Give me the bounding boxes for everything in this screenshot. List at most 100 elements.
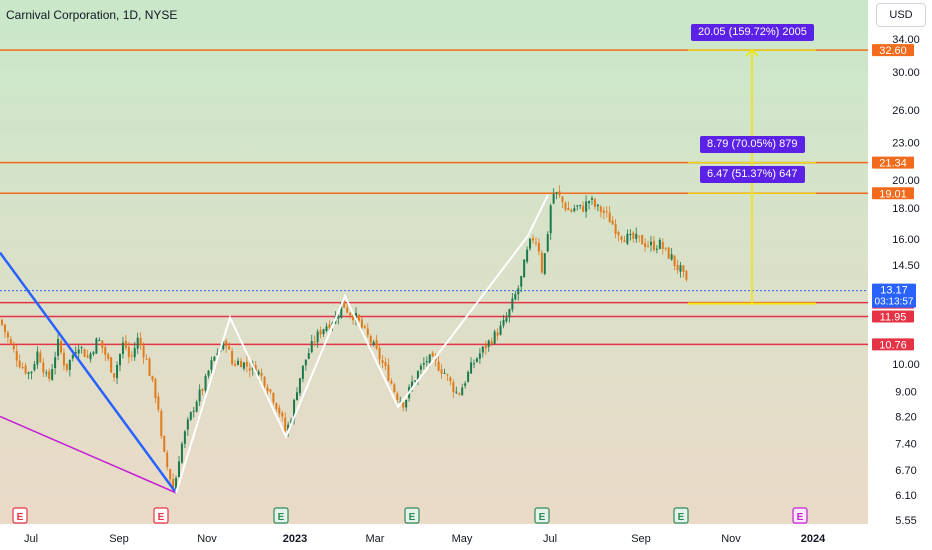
- candle-body: [381, 360, 384, 363]
- candle-body: [602, 210, 605, 214]
- candle-body: [148, 358, 151, 377]
- level-price-badge-text: 21.34: [879, 158, 907, 170]
- y-tick-label: 18.00: [892, 203, 920, 215]
- candle-body: [679, 265, 682, 272]
- candle-body: [573, 208, 576, 212]
- earnings-marker[interactable]: [534, 507, 550, 524]
- candle-body: [319, 330, 322, 335]
- candle-body: [83, 349, 86, 357]
- earnings-marker[interactable]: [273, 507, 289, 524]
- earnings-marker[interactable]: [153, 507, 169, 524]
- earnings-marker-letter: E: [539, 512, 546, 523]
- candle-body: [107, 354, 110, 359]
- candle-body: [555, 192, 558, 194]
- candle-body: [467, 371, 470, 382]
- candle-body: [632, 232, 635, 239]
- chart-title: Carnival Corporation, 1D, NYSE: [6, 8, 178, 22]
- candle-body: [357, 314, 360, 321]
- candle-body: [278, 407, 281, 414]
- candle-body: [160, 410, 163, 437]
- candle-body: [210, 360, 213, 370]
- measure-label-3[interactable]: 6.47 (51.37%) 647: [700, 166, 805, 183]
- y-tick-label: 6.10: [895, 490, 916, 502]
- candle-body: [461, 387, 464, 396]
- y-tick-label: 30.00: [892, 67, 920, 79]
- candle-body: [225, 340, 228, 347]
- candle-body: [57, 338, 60, 356]
- candle-body: [304, 359, 307, 366]
- candle-body: [86, 355, 89, 358]
- candle-body: [269, 389, 272, 392]
- candle-body: [104, 347, 107, 355]
- candle-body: [166, 452, 169, 468]
- candle-body: [608, 212, 611, 223]
- candle-body: [257, 371, 260, 375]
- candle-body: [502, 320, 505, 326]
- measure-label-2[interactable]: 8.79 (70.05%) 879: [700, 136, 805, 153]
- candle-body: [145, 358, 148, 360]
- candle-body: [614, 224, 617, 234]
- candle-body: [599, 206, 602, 212]
- blue-trendline[interactable]: [0, 251, 178, 494]
- candle-body: [180, 443, 183, 463]
- y-tick-label: 14.50: [892, 260, 920, 272]
- candle-body: [216, 353, 219, 355]
- earnings-marker-letter: E: [158, 512, 165, 523]
- candle-body: [272, 392, 275, 403]
- magenta-trendline[interactable]: [0, 415, 177, 494]
- candle-body: [425, 361, 428, 363]
- candle-body: [638, 235, 641, 237]
- earnings-marker-letter: E: [678, 512, 685, 523]
- candle-body: [532, 238, 534, 241]
- currency-button[interactable]: USD: [876, 3, 926, 27]
- candle-body: [234, 364, 237, 366]
- white-zigzag-pattern[interactable]: [175, 194, 549, 494]
- candle-body: [9, 339, 12, 344]
- candle-body: [189, 411, 192, 420]
- candle-body: [178, 461, 180, 478]
- x-tick-label: Mar: [366, 533, 385, 545]
- candle-body: [192, 410, 195, 412]
- candle-body: [163, 435, 166, 452]
- candle-body: [655, 248, 658, 250]
- candle-body: [537, 242, 540, 252]
- measure-label-1[interactable]: 20.05 (159.72%) 2005: [691, 24, 814, 41]
- candle-body: [570, 209, 573, 212]
- candle-body: [644, 243, 647, 248]
- candle-body: [549, 205, 552, 234]
- candle-body: [21, 366, 24, 368]
- candle-body: [239, 360, 242, 368]
- earnings-marker[interactable]: [792, 507, 808, 524]
- candle-body: [133, 348, 136, 358]
- earnings-marker-letter: E: [797, 512, 804, 523]
- candle-body: [546, 234, 549, 252]
- candle-body: [36, 351, 39, 365]
- candle-body: [284, 417, 287, 431]
- earnings-marker[interactable]: [404, 507, 420, 524]
- candle-body: [313, 341, 316, 343]
- candle-body: [154, 379, 157, 399]
- plot-background: [0, 0, 868, 550]
- candle-body: [124, 340, 127, 348]
- candle-body: [505, 317, 508, 322]
- candle-body: [42, 362, 45, 373]
- candle-body: [3, 324, 6, 333]
- candle-body: [363, 326, 366, 328]
- candle-body: [446, 374, 449, 376]
- candle-body: [534, 242, 537, 244]
- candle-body: [307, 353, 310, 359]
- candle-body: [222, 340, 225, 350]
- earnings-marker[interactable]: [673, 507, 689, 524]
- earnings-marker-letter: E: [17, 512, 24, 523]
- candle-body: [605, 211, 608, 213]
- candle-body: [62, 352, 65, 366]
- candle-body: [369, 336, 372, 343]
- y-tick-label: 34.00: [892, 34, 920, 46]
- candle-body: [77, 349, 80, 354]
- candle-body: [366, 328, 369, 336]
- candle-body: [254, 365, 257, 375]
- level-price-badge-text: 11.95: [880, 311, 907, 323]
- candle-body: [71, 354, 74, 359]
- earnings-marker[interactable]: [12, 507, 28, 524]
